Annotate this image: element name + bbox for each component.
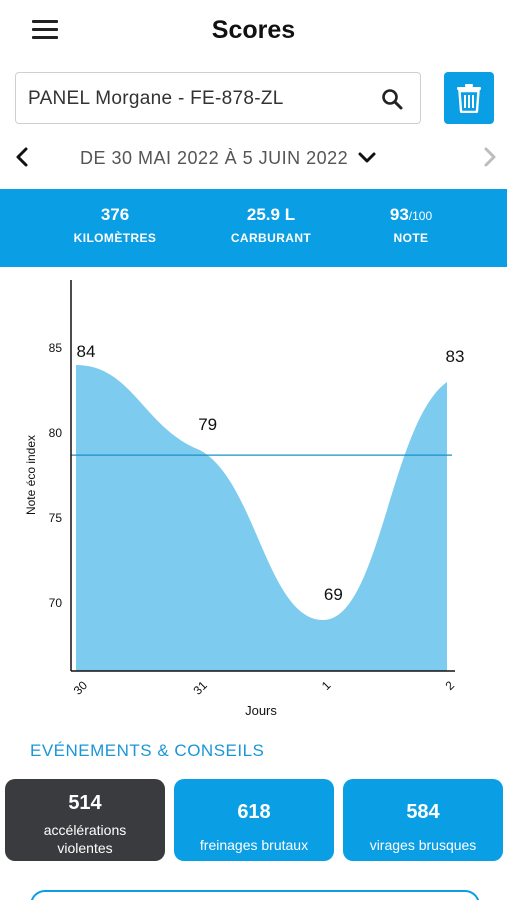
fuel-label: CARBURANT <box>230 231 312 245</box>
event-label-line1: virages brusques <box>369 837 477 853</box>
search-input[interactable] <box>28 83 368 115</box>
chevron-down-icon <box>358 152 376 163</box>
events-title: EVÉNEMENTS & CONSEILS <box>30 741 265 760</box>
data-label: 84 <box>77 342 96 361</box>
score-area <box>76 365 447 671</box>
distance-label: KILOMÈTRES <box>73 231 157 245</box>
event-count: 584 <box>406 801 440 823</box>
x-tick-label: 2 <box>442 678 457 693</box>
period-selector: DE 30 MAI 2022 À 5 JUIN 2022 <box>0 140 507 176</box>
trash-icon <box>457 84 481 113</box>
event-count: 618 <box>237 801 271 823</box>
delete-button[interactable] <box>444 72 494 124</box>
event-label-line2: violentes <box>57 840 113 856</box>
stat-fuel: 25.9 L CARBURANT <box>196 205 346 245</box>
x-tick-label: 31 <box>190 678 210 698</box>
chevron-left-icon[interactable] <box>12 146 34 168</box>
event-count: 514 <box>68 792 102 814</box>
data-label: 69 <box>324 585 343 604</box>
distance-value: 376 <box>100 205 130 224</box>
period-dropdown[interactable]: DE 30 MAI 2022 À 5 JUIN 2022 <box>80 146 378 170</box>
event-label-line1: freinages brutaux <box>199 837 309 853</box>
score-label: NOTE <box>393 231 429 245</box>
event-label-line1: accélérations <box>43 822 127 838</box>
eco-score-chart: 85 80 75 70 30 31 1 2 84 79 69 83 Note éco index … <box>0 270 507 725</box>
summary-band: 376 KILOMÈTRES 25.9 L CARBURANT 93/100 N… <box>0 189 507 267</box>
fuel-value: 25.9 L <box>246 205 296 224</box>
event-card-braking[interactable]: 618 freinages brutaux <box>174 779 334 861</box>
x-axis-title: Jours <box>245 703 277 718</box>
app-header: Scores <box>0 0 507 64</box>
y-tick-label: 75 <box>49 511 63 525</box>
x-tick-label: 30 <box>71 678 91 698</box>
y-tick-label: 80 <box>49 426 63 440</box>
event-card-acceleration[interactable]: 514 accélérations violentes <box>5 779 165 861</box>
x-tick-label: 1 <box>319 678 334 693</box>
event-card-turns[interactable]: 584 virages brusques <box>343 779 503 861</box>
period-label: DE 30 MAI 2022 À 5 JUIN 2022 <box>80 147 349 168</box>
vehicle-search-field[interactable] <box>15 72 421 124</box>
data-label: 79 <box>198 415 217 434</box>
y-axis-title: Note éco index <box>24 435 38 515</box>
page-title: Scores <box>211 16 296 44</box>
chevron-right-icon[interactable] <box>478 146 500 168</box>
hamburger-menu-icon[interactable] <box>32 20 58 40</box>
data-label: 83 <box>446 347 465 366</box>
bottom-action-button[interactable] <box>30 890 480 900</box>
y-tick-label: 70 <box>49 596 63 610</box>
score-unit: /100 <box>408 209 433 223</box>
y-tick-label: 85 <box>49 341 63 355</box>
score-value-wrap: 93/100 <box>336 205 486 225</box>
search-icon[interactable] <box>380 87 404 111</box>
score-value: 93 <box>389 205 409 224</box>
stat-distance: 376 KILOMÈTRES <box>40 205 190 245</box>
stat-score: 93/100 NOTE <box>336 205 486 245</box>
